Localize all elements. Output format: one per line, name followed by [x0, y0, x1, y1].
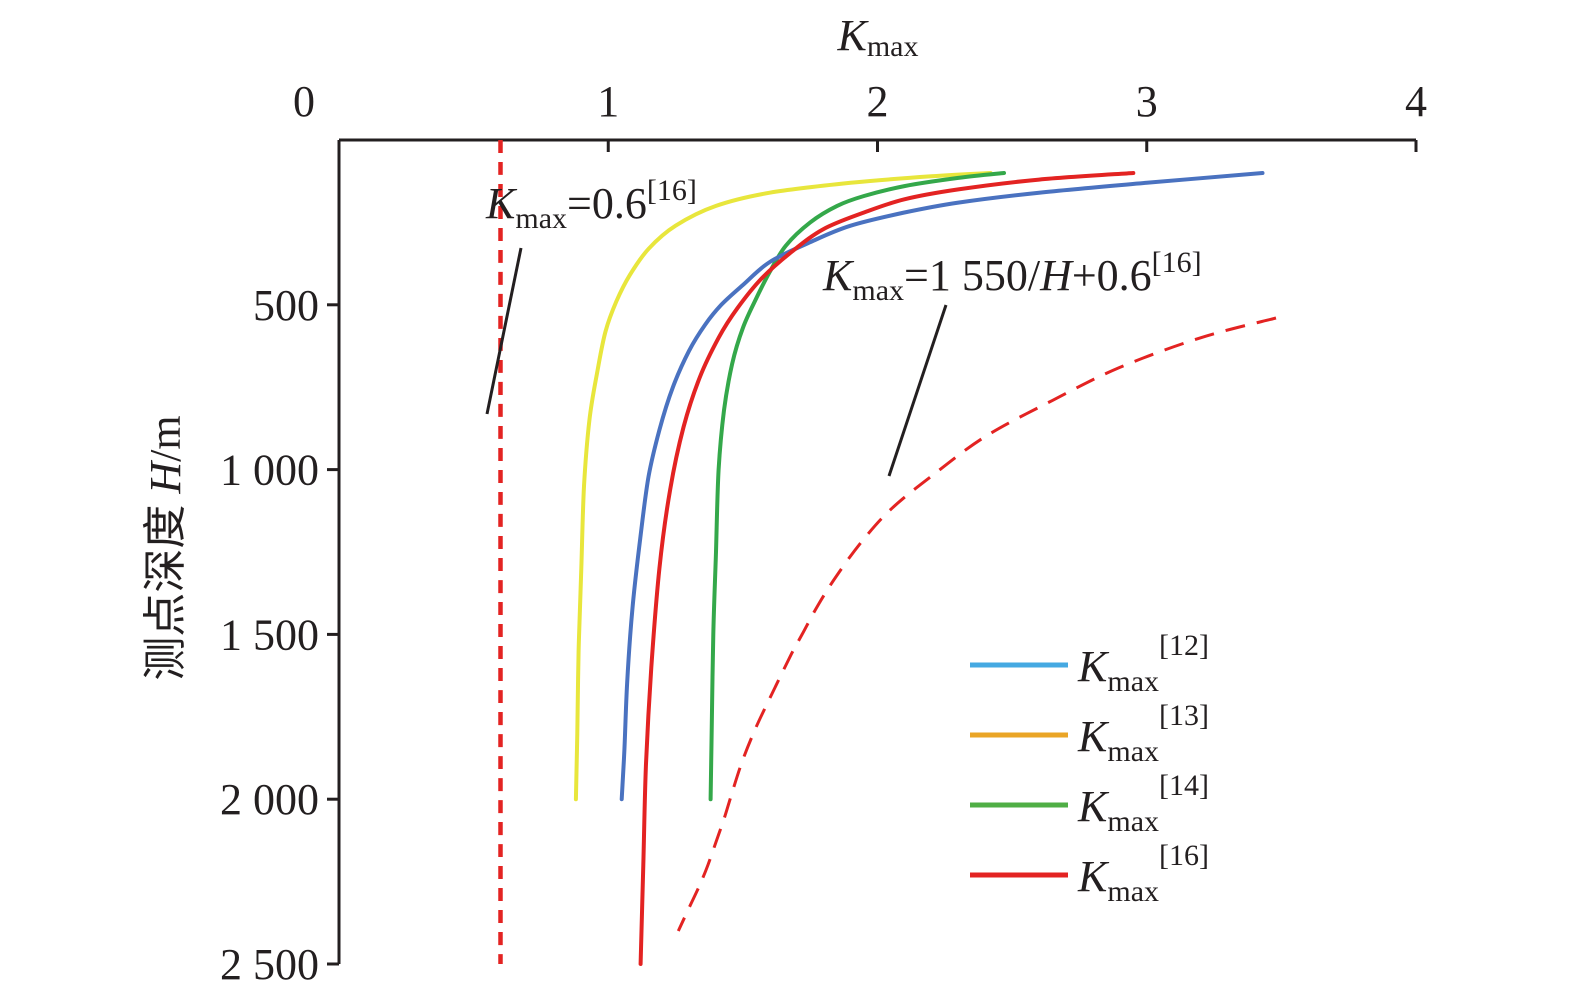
x-tick-label: 0: [293, 77, 315, 126]
y-tick-label: 2 000: [220, 775, 319, 824]
x-axis-title: Kmax: [836, 11, 918, 63]
legend-label: Kmax[13]: [1077, 699, 1209, 768]
annotation-2-sup: [16]: [1152, 246, 1202, 279]
annotation-2-italic: H: [1039, 251, 1074, 300]
x-tick-label: 1: [597, 77, 619, 126]
annotation-1-text: =0.6: [567, 179, 647, 228]
series-line-16: [638, 171, 1136, 966]
legend-label: Kmax[12]: [1077, 629, 1209, 698]
legend-label: Kmax[14]: [1077, 769, 1209, 838]
series-lines: [573, 171, 1265, 966]
y-tick-label: 1 000: [220, 446, 319, 495]
y-axis-title-prefix: 测点深度: [141, 494, 190, 681]
annotation-2-text: =1 550/: [904, 251, 1041, 300]
annotation-1-leader: [485, 247, 523, 415]
y-tick-label: 500: [253, 281, 319, 330]
annotation-1-sup: [16]: [647, 174, 697, 207]
annotation-2-leader: [887, 304, 948, 477]
series-line-14: [708, 171, 1006, 802]
annotation-1-sub: max: [515, 202, 567, 235]
annotation-2: Kmax=1 550/H+0.6[16]: [822, 246, 1202, 307]
x-axis-title-k: K: [836, 11, 869, 60]
x-tick-label: 2: [867, 77, 889, 126]
y-axis-title-suffix: /m: [141, 415, 190, 461]
x-tick-label: 3: [1136, 77, 1158, 126]
series-line-12: [619, 171, 1265, 802]
annotation-2-k: K: [822, 251, 855, 300]
x-ticks: 0 1 2 3 4: [293, 77, 1427, 152]
y-axis-title: 测点深度 H/m: [141, 415, 190, 680]
reference-lines: [498, 140, 1277, 964]
series-line-13: [573, 171, 993, 802]
x-tick-label: 4: [1405, 77, 1427, 126]
y-tick-label: 2 500: [220, 940, 319, 989]
legend: Kmax[12]Kmax[13]Kmax[14]Kmax[16]: [970, 629, 1209, 908]
reference-line-curve: [676, 316, 1277, 932]
annotation-1: Kmax=0.6[16]: [485, 174, 697, 235]
x-axis-title-sub: max: [867, 30, 919, 63]
y-ticks: 500 1 000 1 500 2 000 2 500: [220, 281, 339, 989]
legend-label: Kmax[16]: [1077, 839, 1209, 908]
y-axis-title-italic: H: [141, 460, 190, 495]
y-tick-label: 1 500: [220, 610, 319, 659]
annotation-2-sub: max: [852, 274, 904, 307]
annotation-1-k: K: [485, 179, 518, 228]
annotation-2-text2: +0.6: [1072, 251, 1152, 300]
